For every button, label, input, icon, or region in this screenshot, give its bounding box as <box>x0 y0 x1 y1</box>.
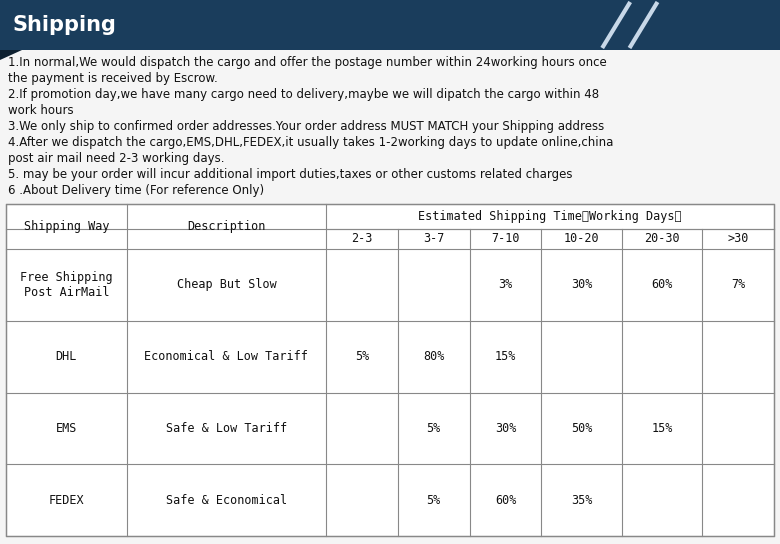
Text: 35%: 35% <box>571 493 592 506</box>
Text: Shipping: Shipping <box>12 15 116 35</box>
Text: 60%: 60% <box>495 493 516 506</box>
Bar <box>6 204 774 536</box>
Text: 50%: 50% <box>571 422 592 435</box>
Text: Cheap But Slow: Cheap But Slow <box>176 279 276 292</box>
Text: 5%: 5% <box>427 493 441 506</box>
Text: 5. may be your order will incur additional import duties,taxes or other customs : 5. may be your order will incur addition… <box>8 168 573 181</box>
Bar <box>0 0 780 50</box>
Text: post air mail need 2-3 working days.: post air mail need 2-3 working days. <box>8 152 225 165</box>
Text: 20-30: 20-30 <box>644 232 680 245</box>
Text: DHL: DHL <box>55 350 77 363</box>
Text: >30: >30 <box>728 232 749 245</box>
Text: 10-20: 10-20 <box>564 232 599 245</box>
Text: Shipping Way: Shipping Way <box>23 220 109 233</box>
Text: 7%: 7% <box>731 279 745 292</box>
Text: 15%: 15% <box>651 422 672 435</box>
Text: FEDEX: FEDEX <box>48 493 84 506</box>
Text: 3%: 3% <box>498 279 512 292</box>
Text: 6 .About Delivery time (For reference Only): 6 .About Delivery time (For reference On… <box>8 184 264 197</box>
Text: 7-10: 7-10 <box>491 232 519 245</box>
Text: 2.If promotion day,we have many cargo need to delivery,maybe we will dipatch the: 2.If promotion day,we have many cargo ne… <box>8 88 599 101</box>
Text: Economical & Low Tariff: Economical & Low Tariff <box>144 350 308 363</box>
Text: Estimated Shipping Time（Working Days）: Estimated Shipping Time（Working Days） <box>418 210 682 223</box>
Text: Safe & Low Tariff: Safe & Low Tariff <box>166 422 287 435</box>
Text: Free Shipping
Post AirMail: Free Shipping Post AirMail <box>20 271 112 299</box>
Text: 80%: 80% <box>423 350 445 363</box>
Polygon shape <box>0 50 22 60</box>
Text: 3.We only ship to confirmed order addresses.Your order address MUST MATCH your S: 3.We only ship to confirmed order addres… <box>8 120 604 133</box>
Bar <box>6 204 774 536</box>
Text: 3-7: 3-7 <box>423 232 445 245</box>
Text: 1.In normal,We would dispatch the cargo and offer the postage number within 24wo: 1.In normal,We would dispatch the cargo … <box>8 56 607 69</box>
Text: 4.After we dispatch the cargo,EMS,DHL,FEDEX,it usually takes 1-2working days to : 4.After we dispatch the cargo,EMS,DHL,FE… <box>8 136 613 149</box>
Text: 15%: 15% <box>495 350 516 363</box>
Text: 5%: 5% <box>427 422 441 435</box>
Text: 60%: 60% <box>651 279 672 292</box>
Text: 30%: 30% <box>495 422 516 435</box>
Text: Description: Description <box>187 220 266 233</box>
Text: 30%: 30% <box>571 279 592 292</box>
Text: the payment is received by Escrow.: the payment is received by Escrow. <box>8 72 218 85</box>
Text: Safe & Economical: Safe & Economical <box>166 493 287 506</box>
Text: 5%: 5% <box>355 350 369 363</box>
Text: 2-3: 2-3 <box>351 232 373 245</box>
Text: work hours: work hours <box>8 104 73 117</box>
Text: EMS: EMS <box>55 422 77 435</box>
